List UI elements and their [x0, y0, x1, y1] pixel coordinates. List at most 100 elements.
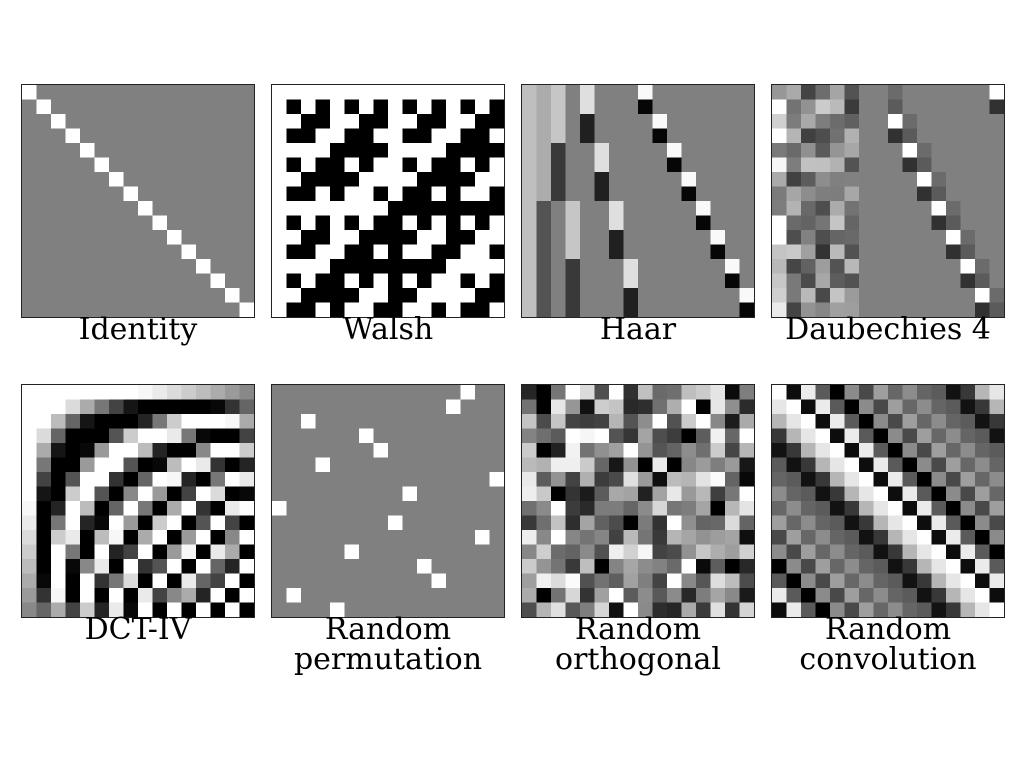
matrix-cell: [51, 515, 66, 530]
matrix-cell: [565, 559, 580, 574]
matrix-cell: [402, 215, 417, 230]
matrix-cell: [431, 259, 446, 274]
matrix-cell: [873, 385, 888, 400]
matrix-cell: [167, 399, 182, 414]
matrix-cell: [917, 573, 932, 588]
matrix-cell: [489, 302, 504, 317]
matrix-cell: [989, 443, 1004, 458]
matrix-cell: [388, 259, 403, 274]
matrix-cell: [975, 457, 990, 472]
matrix-cell: [80, 414, 95, 429]
matrix-cell: [580, 399, 595, 414]
matrix-cell: [109, 486, 124, 501]
matrix-cell: [594, 172, 609, 187]
caption-walsh: Walsh: [342, 312, 434, 347]
matrix-cell: [801, 114, 816, 129]
matrix-cell: [210, 385, 225, 400]
matrix-cell: [536, 443, 551, 458]
matrix-cell: [359, 157, 374, 172]
matrix-cell: [681, 544, 696, 559]
matrix-cell: [138, 399, 153, 414]
matrix-cell: [489, 85, 504, 100]
matrix-cell: [638, 399, 653, 414]
matrix-cell: [594, 143, 609, 158]
matrix-cell: [446, 288, 461, 303]
matrix-cell: [225, 544, 240, 559]
matrix-cell: [681, 530, 696, 545]
matrix-cell: [739, 573, 754, 588]
matrix-cell: [594, 457, 609, 472]
matrix-cell: [801, 414, 816, 429]
matrix-cell: [210, 428, 225, 443]
matrix-cell: [373, 244, 388, 259]
matrix-cell: [181, 501, 196, 516]
matrix-cell: [65, 414, 80, 429]
matrix-cell: [402, 273, 417, 288]
matrix-cell: [565, 215, 580, 230]
matrix-cell: [888, 385, 903, 400]
matrix-cell: [830, 302, 845, 317]
matrix-cell: [681, 172, 696, 187]
matrix-cell: [446, 259, 461, 274]
caption-line-2: convolution: [799, 642, 977, 677]
matrix-cell: [681, 559, 696, 574]
matrix-cell: [565, 501, 580, 516]
matrix-cell: [638, 602, 653, 617]
matrix-cell: [152, 215, 167, 230]
matrix-cell: [975, 472, 990, 487]
matrix-cell: [196, 443, 211, 458]
matrix-cell: [946, 602, 961, 617]
matrix-cell: [489, 244, 504, 259]
matrix-cell: [210, 414, 225, 429]
matrix-cell: [551, 157, 566, 172]
matrix-cell: [609, 244, 624, 259]
matrix-cell: [22, 573, 37, 588]
matrix-cell: [772, 602, 787, 617]
matrix-cell: [551, 143, 566, 158]
matrix-cell: [388, 273, 403, 288]
matrix-cell: [359, 273, 374, 288]
matrix-cell: [301, 288, 316, 303]
matrix-cell: [225, 399, 240, 414]
matrix-cell: [373, 201, 388, 216]
caption-identity: Identity: [78, 312, 198, 347]
matrix-cell: [330, 143, 345, 158]
matrix-cell: [946, 215, 961, 230]
matrix-cell: [830, 215, 845, 230]
matrix-cell: [989, 486, 1004, 501]
matrix-cell: [931, 602, 946, 617]
matrix-cell: [167, 602, 182, 617]
matrix-cell: [359, 99, 374, 114]
matrix-cell: [65, 544, 80, 559]
matrix-cell: [373, 230, 388, 245]
matrix-cell: [373, 114, 388, 129]
matrix-cell: [181, 457, 196, 472]
matrix-cell: [475, 172, 490, 187]
matrix-cell: [301, 302, 316, 317]
matrix-cell: [931, 515, 946, 530]
matrix-cell: [536, 85, 551, 100]
matrix-cell: [80, 486, 95, 501]
matrix-cell: [65, 559, 80, 574]
matrix-cell: [710, 501, 725, 516]
matrix-cell: [623, 559, 638, 574]
matrix-cell: [109, 399, 124, 414]
matrix-cell: [786, 486, 801, 501]
matrix-cell: [431, 128, 446, 143]
matrix-cell: [196, 544, 211, 559]
matrix-cell: [109, 544, 124, 559]
matrix-cell: [786, 588, 801, 603]
matrix-cell: [65, 443, 80, 458]
matrix-cell: [652, 385, 667, 400]
matrix-cell: [344, 244, 359, 259]
matrix-cell: [181, 515, 196, 530]
matrix-cell: [580, 114, 595, 129]
matrix-cell: [917, 530, 932, 545]
matrix-cell: [167, 486, 182, 501]
matrix-cell: [417, 302, 432, 317]
matrix-cell: [815, 186, 830, 201]
matrix-cell: [196, 428, 211, 443]
matrix-cell: [301, 273, 316, 288]
matrix-cell: [80, 559, 95, 574]
matrix-cell: [138, 588, 153, 603]
